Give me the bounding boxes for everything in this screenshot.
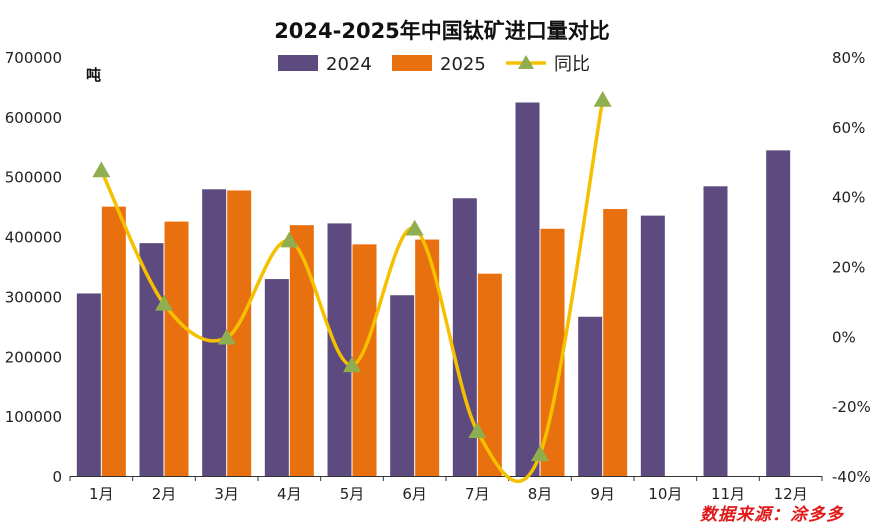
yoy-marker-2 bbox=[155, 294, 173, 311]
y-right-tick-label: 40% bbox=[832, 189, 865, 207]
legend-marker-yoy bbox=[518, 55, 534, 69]
yoy-marker-4 bbox=[280, 231, 299, 248]
x-tick-label: 12月 bbox=[774, 485, 808, 503]
bar-2024-7 bbox=[452, 198, 477, 476]
bar-2024-9 bbox=[578, 316, 603, 476]
legend-label-2024: 2024 bbox=[326, 54, 372, 75]
yoy-marker-9 bbox=[593, 90, 612, 107]
y-left-tick-label: 100000 bbox=[5, 408, 62, 426]
x-tick-label: 4月 bbox=[277, 485, 302, 503]
bar-2025-7 bbox=[477, 273, 502, 476]
yoy-marker-6 bbox=[405, 219, 424, 236]
x-tick-label: 11月 bbox=[711, 485, 745, 503]
y-left-tick-label: 400000 bbox=[5, 229, 62, 247]
y-unit-label: 吨 bbox=[86, 66, 101, 84]
bar-2025-5 bbox=[352, 244, 377, 476]
y-left-tick-label: 600000 bbox=[5, 109, 62, 127]
x-tick-label: 6月 bbox=[402, 485, 427, 503]
bar-2024-11 bbox=[703, 186, 728, 476]
legend-swatch-2024 bbox=[278, 55, 318, 71]
y-right-tick-label: 80% bbox=[832, 49, 865, 67]
x-tick-label: 1月 bbox=[89, 485, 114, 503]
y-right-tick-label: 0% bbox=[832, 328, 856, 346]
x-tick-label: 5月 bbox=[340, 485, 365, 503]
x-tick-label: 8月 bbox=[528, 485, 553, 503]
legend-label-2025: 2025 bbox=[440, 54, 486, 75]
x-tick-label: 9月 bbox=[590, 485, 615, 503]
bar-2025-1 bbox=[101, 206, 126, 476]
y-left-tick-label: 0 bbox=[52, 468, 62, 486]
legend-swatch-2025 bbox=[392, 55, 432, 71]
bar-2025-2 bbox=[164, 221, 189, 476]
yoy-marker-5 bbox=[343, 356, 361, 373]
yoy-marker-3 bbox=[217, 328, 236, 345]
y-left-tick-label: 500000 bbox=[5, 169, 62, 187]
y-right-tick-label: -20% bbox=[832, 398, 871, 416]
x-tick-label: 10月 bbox=[648, 485, 682, 503]
bar-2024-2 bbox=[139, 243, 164, 476]
yoy-marker-8 bbox=[531, 445, 549, 462]
bar-2025-4 bbox=[289, 225, 314, 476]
y-right-tick-label: -40% bbox=[832, 468, 871, 486]
bar-2024-12 bbox=[766, 150, 791, 476]
yoy-marker-7 bbox=[468, 422, 487, 439]
bar-2024-3 bbox=[202, 189, 227, 476]
y-left-tick-label: 200000 bbox=[5, 348, 62, 366]
legend-label-yoy: 同比 bbox=[554, 54, 590, 75]
bar-2025-9 bbox=[603, 209, 628, 476]
y-left-tick-label: 300000 bbox=[5, 288, 62, 306]
y-left-tick-label: 700000 bbox=[5, 49, 62, 67]
x-tick-label: 7月 bbox=[465, 485, 490, 503]
source-label: 数据来源：涂多多 bbox=[700, 505, 844, 525]
yoy-marker-1 bbox=[92, 161, 111, 178]
bar-2024-6 bbox=[390, 295, 415, 476]
bar-2024-4 bbox=[264, 279, 289, 476]
bar-2024-10 bbox=[640, 215, 665, 476]
x-tick-label: 2月 bbox=[152, 485, 177, 503]
bar-2024-8 bbox=[515, 102, 540, 477]
y-right-tick-label: 60% bbox=[832, 119, 865, 137]
bar-2024-5 bbox=[327, 223, 352, 476]
bar-2024-1 bbox=[76, 293, 101, 476]
y-right-tick-label: 20% bbox=[832, 259, 865, 277]
x-tick-label: 3月 bbox=[214, 485, 239, 503]
chart-title: 2024-2025年中国钛矿进口量对比 bbox=[274, 19, 610, 43]
